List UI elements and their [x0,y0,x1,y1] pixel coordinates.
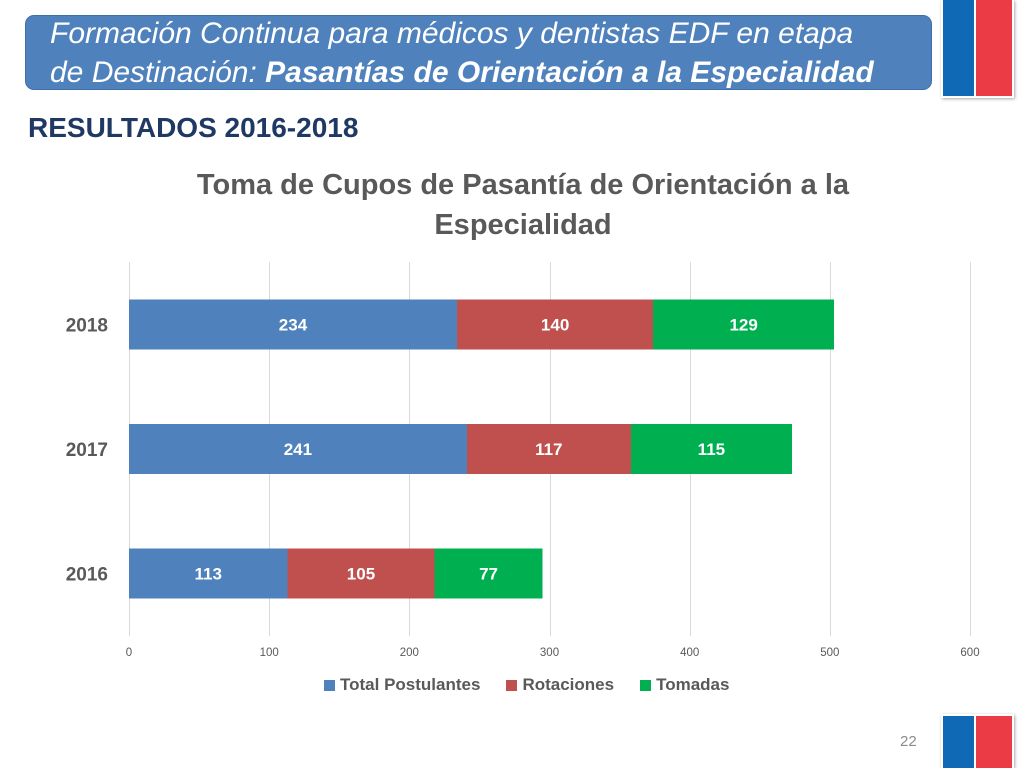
x-axis-ticks: 0 100 200 300 400 500 600 [126,647,980,659]
flag-blue-bar [943,0,974,96]
category-label-2018: 2018 [66,315,108,336]
legend-swatch-tomadas [640,679,652,691]
chart-title-line-2: Especialidad [434,209,612,241]
x-tick-label: 100 [260,647,279,659]
flag-blue-bar [943,716,974,768]
value-label-2017-rotaciones: 117 [535,440,562,459]
chart-title-line-1: Toma de Cupos de Pasantía de Orientación… [196,169,850,201]
legend-label-total-postulantes: Total Postulantes [340,675,481,694]
value-label-2018-rotaciones: 140 [541,315,569,334]
value-label-2017-tomadas: 115 [698,440,725,459]
bar-2017-rotaciones [466,424,631,474]
chart-legend: Total Postulantes Rotaciones Tomadas [324,676,729,694]
bar-2018-rotaciones [456,299,654,350]
category-label-2016: 2016 [66,565,108,586]
header-line-2-prefix: de Destinación: [50,56,266,89]
bar-2016-rotaciones [287,548,435,599]
legend-label-rotaciones: Rotaciones [522,675,615,694]
legend-item-total-postulantes: Total Postulantes [324,676,480,694]
page-number: 22 [900,733,917,750]
flag-bars-bottom [941,714,1014,768]
header-line-2-emphasis: Pasantías de Orientación a la Especialid… [265,56,874,89]
data-labels: 113 105 77 241 117 115 234 140 129 [194,315,757,583]
x-tick-label: 600 [960,647,979,659]
chart-title: Toma de Cupos de Pasantía de Orientación… [173,165,873,245]
bar-2017-tomadas [630,424,792,474]
value-label-2017-total-postulantes: 241 [284,440,312,459]
value-label-2018-total-postulantes: 234 [279,315,308,334]
value-label-2018-tomadas: 129 [729,315,757,334]
bar-2016-tomadas [434,548,543,599]
flag-bars-top [941,0,1014,98]
value-label-2016-rotaciones: 105 [347,565,375,584]
legend-label-tomadas: Tomadas [656,675,730,694]
header-banner: Formación Continua para médicos y dentis… [25,15,932,90]
flag-red-bar [976,716,1012,768]
value-label-2016-total-postulantes: 113 [194,565,221,584]
legend-swatch-rotaciones [506,679,518,691]
bar-2018-total-postulantes [129,299,457,350]
bar-segments [129,299,835,599]
bar-2017-total-postulantes [129,424,467,474]
x-tick-label: 300 [540,647,559,659]
x-tick-label: 0 [126,647,132,659]
legend-swatch-total-postulantes [324,679,335,691]
section-title: RESULTADOS 2016-2018 [28,112,359,143]
header-line-1: Formación Continua para médicos y dentis… [50,17,854,50]
flag-red-bar [976,0,1012,96]
x-tick-label: 200 [400,647,419,659]
x-tick-label: 500 [820,647,839,659]
bar-2018-tomadas [653,299,835,350]
x-tick-label: 400 [680,647,699,659]
value-label-2016-tomadas: 77 [479,565,498,584]
bar-2016-total-postulantes [129,548,288,599]
header-line-2: de Destinación: Pasantías de Orientación… [50,53,874,92]
category-label-2017: 2017 [66,440,108,461]
legend-item-tomadas: Tomadas [640,676,729,694]
header-title: Formación Continua para médicos y dentis… [50,14,874,92]
legend-item-rotaciones: Rotaciones [506,676,614,694]
y-axis-categories: 2016 2017 2018 [66,315,108,585]
